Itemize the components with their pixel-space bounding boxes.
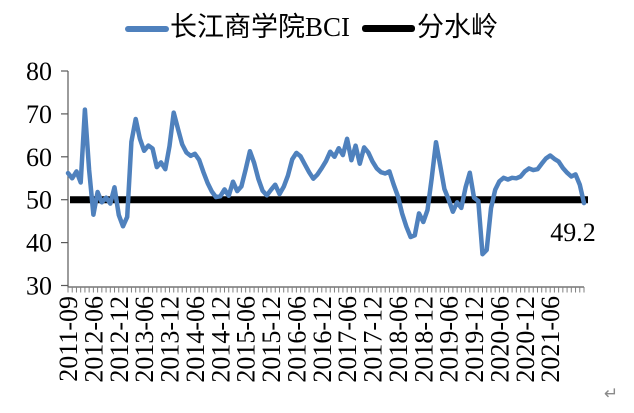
bci-series-label: 长江商学院BCI bbox=[170, 12, 351, 42]
y-axis-labels: 80 70 60 50 40 30 bbox=[26, 57, 52, 301]
watershed-series-swatch bbox=[362, 25, 415, 32]
x-axis-label: 2015-06 bbox=[232, 296, 261, 383]
x-axis-label: 2016-06 bbox=[282, 296, 311, 383]
x-axis-label: 2018-06 bbox=[384, 296, 413, 383]
x-axis-label: 2018-12 bbox=[409, 296, 438, 383]
x-axis-label: 2011-09 bbox=[54, 296, 83, 382]
axes bbox=[61, 70, 585, 293]
paragraph-return-mark: ↵ bbox=[604, 384, 619, 404]
y-axis-label: 50 bbox=[26, 186, 52, 215]
x-axis-label: 2017-06 bbox=[333, 296, 362, 383]
y-axis-label: 80 bbox=[26, 57, 52, 86]
x-axis-labels: 2011-092012-062012-122013-062013-122014-… bbox=[54, 296, 565, 383]
x-axis-label: 2013-06 bbox=[130, 296, 159, 383]
x-axis-label: 2013-12 bbox=[156, 296, 185, 383]
x-axis-label: 2016-12 bbox=[308, 296, 337, 383]
x-axis-label: 2012-12 bbox=[105, 296, 134, 383]
x-axis-label: 2014-12 bbox=[206, 296, 235, 383]
y-axis-label: 70 bbox=[26, 100, 52, 129]
bci-series-swatch bbox=[125, 26, 169, 32]
last-value-annotation: 49.2 bbox=[550, 218, 596, 247]
y-axis-label: 30 bbox=[26, 272, 52, 301]
x-axis-label: 2012-06 bbox=[79, 296, 108, 383]
y-axis-label: 40 bbox=[26, 229, 52, 258]
x-axis-label: 2021-06 bbox=[536, 296, 565, 383]
chart-legend: 长江商学院BCI 分水岭 bbox=[0, 0, 634, 52]
x-axis-label: 2019-06 bbox=[435, 296, 464, 383]
y-axis-label: 60 bbox=[26, 143, 52, 172]
x-axis-label: 2014-06 bbox=[181, 296, 210, 383]
bci-line-series bbox=[65, 107, 587, 257]
watershed-series-label: 分水岭 bbox=[417, 12, 498, 42]
x-axis-label: 2015-12 bbox=[257, 296, 286, 383]
x-axis-label: 2017-12 bbox=[359, 296, 388, 383]
x-axis-label: 2019-12 bbox=[460, 296, 489, 383]
x-axis-label: 2020-06 bbox=[485, 296, 514, 383]
x-axis-label: 2020-12 bbox=[511, 296, 540, 383]
series-layer bbox=[65, 107, 588, 257]
